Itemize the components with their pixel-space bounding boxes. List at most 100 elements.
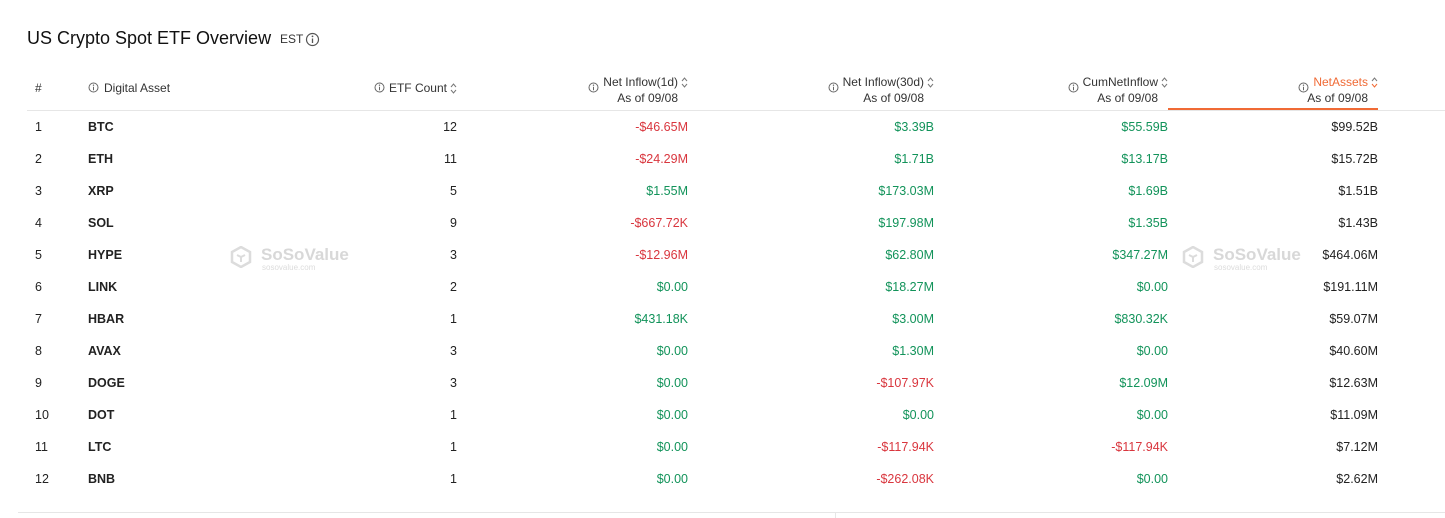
- column-header[interactable]: Net Inflow(1d): [603, 75, 678, 89]
- table-cell: $15.72B: [1331, 152, 1378, 166]
- info-icon: [374, 82, 385, 93]
- column-header[interactable]: NetAssets: [1313, 75, 1368, 89]
- table-cell: 12: [35, 472, 49, 486]
- table-cell: $2.62M: [1336, 472, 1378, 486]
- column-sublabel: As of 09/08: [1097, 91, 1158, 105]
- table-cell: 6: [35, 280, 42, 294]
- column-header[interactable]: Net Inflow(30d): [842, 75, 924, 89]
- table-cell: $464.06M: [1322, 248, 1378, 262]
- table-cell: 11: [35, 440, 48, 454]
- table-cell: 8: [35, 344, 42, 358]
- sort-icon: [1371, 77, 1378, 88]
- table-cell: DOT: [88, 408, 115, 422]
- table-cell: $347.27M: [1112, 248, 1168, 262]
- table-cell: $1.51B: [1338, 184, 1378, 198]
- sort-icon: [927, 77, 934, 88]
- table-cell: ETH: [88, 152, 113, 166]
- table-cell: $0.00: [656, 280, 688, 294]
- table-cell: SOL: [88, 216, 114, 230]
- table-cell: $99.52B: [1331, 120, 1378, 134]
- table-cell: $431.18K: [634, 312, 688, 326]
- table-cell: $3.00M: [892, 312, 934, 326]
- table-cell: -$117.94K: [1111, 440, 1168, 454]
- table-cell: 9: [450, 216, 457, 230]
- info-icon: [828, 82, 839, 93]
- table-cell: 2: [35, 152, 42, 166]
- table-cell: $0.00: [1136, 408, 1168, 422]
- table-cell: -$262.08K: [876, 472, 934, 486]
- table-cell: 12: [443, 120, 457, 134]
- table-cell: $3.39B: [894, 120, 934, 134]
- watermark: SoSoValue: [1213, 245, 1301, 264]
- table-cell: $0.00: [656, 408, 688, 422]
- table-cell: 3: [450, 344, 457, 358]
- table-cell: $0.00: [1136, 472, 1168, 486]
- table-cell: 5: [35, 248, 42, 262]
- column-header: #: [35, 81, 42, 95]
- table-cell: 3: [450, 376, 457, 390]
- info-icon: [1068, 82, 1079, 93]
- table-cell: HYPE: [88, 248, 123, 262]
- footer-tick: [835, 512, 836, 518]
- table-cell: $11.09M: [1330, 408, 1378, 422]
- info-icon: [1298, 82, 1309, 93]
- table-cell: -$107.97K: [876, 376, 934, 390]
- table-cell: LINK: [88, 280, 118, 294]
- table-cell: 3: [450, 248, 457, 262]
- table-cell: $191.11M: [1323, 280, 1378, 294]
- info-icon[interactable]: [305, 32, 320, 47]
- column-header[interactable]: Digital Asset: [104, 81, 171, 95]
- table-cell: 1: [450, 312, 457, 326]
- table-cell: $12.63M: [1329, 376, 1378, 390]
- table-cell: $1.43B: [1338, 216, 1378, 230]
- table-cell: AVAX: [88, 344, 121, 358]
- table-cell: 4: [35, 216, 42, 230]
- sort-icon: [1161, 77, 1168, 88]
- table-cell: $1.30M: [892, 344, 934, 358]
- timezone: EST: [280, 32, 304, 46]
- info-icon: [88, 82, 99, 93]
- column-sublabel: As of 09/08: [617, 91, 678, 105]
- table-cell: $40.60M: [1329, 344, 1378, 358]
- table-cell: 1: [450, 440, 457, 454]
- table-cell: $0.00: [902, 408, 934, 422]
- page-title: US Crypto Spot ETF Overview: [27, 28, 272, 48]
- table-cell: BTC: [88, 120, 114, 134]
- table-cell: XRP: [88, 184, 114, 198]
- table-cell: HBAR: [88, 312, 125, 326]
- table-cell: $0.00: [1136, 344, 1168, 358]
- table-cell: 10: [35, 408, 49, 422]
- table-cell: -$24.29M: [635, 152, 688, 166]
- table-cell: $1.71B: [894, 152, 934, 166]
- column-header[interactable]: CumNetInflow: [1082, 75, 1158, 89]
- table-cell: $7.12M: [1336, 440, 1378, 454]
- watermark-site: sosovalue.com: [262, 263, 316, 272]
- table-cell: -$12.96M: [635, 248, 688, 262]
- table-cell: 1: [450, 408, 457, 422]
- table-cell: $197.98M: [878, 216, 934, 230]
- watermark-logo: [1182, 246, 1204, 268]
- table-cell: $0.00: [656, 344, 688, 358]
- table-cell: 2: [450, 280, 457, 294]
- table-cell: BNB: [88, 472, 116, 486]
- info-icon: [588, 82, 599, 93]
- table-cell: 1: [450, 472, 457, 486]
- footer-divider: [18, 512, 1445, 513]
- table-cell: 1: [35, 120, 42, 134]
- table-cell: DOGE: [88, 376, 125, 390]
- watermark-site: sosovalue.com: [1214, 263, 1268, 272]
- table-cell: $13.17B: [1121, 152, 1168, 166]
- table-cell: $1.55M: [646, 184, 688, 198]
- table-cell: -$667.72K: [630, 216, 688, 230]
- table-cell: 7: [35, 312, 42, 326]
- table-cell: $1.69B: [1128, 184, 1168, 198]
- table-cell: -$117.94K: [877, 440, 934, 454]
- column-header[interactable]: ETF Count: [388, 81, 447, 95]
- table-cell: $18.27M: [885, 280, 934, 294]
- table-cell: $0.00: [656, 472, 688, 486]
- watermark-logo: [230, 246, 252, 268]
- table-cell: $55.59B: [1121, 120, 1168, 134]
- table-cell: $12.09M: [1119, 376, 1168, 390]
- table-cell: 9: [35, 376, 42, 390]
- table-cell: -$46.65M: [635, 120, 688, 134]
